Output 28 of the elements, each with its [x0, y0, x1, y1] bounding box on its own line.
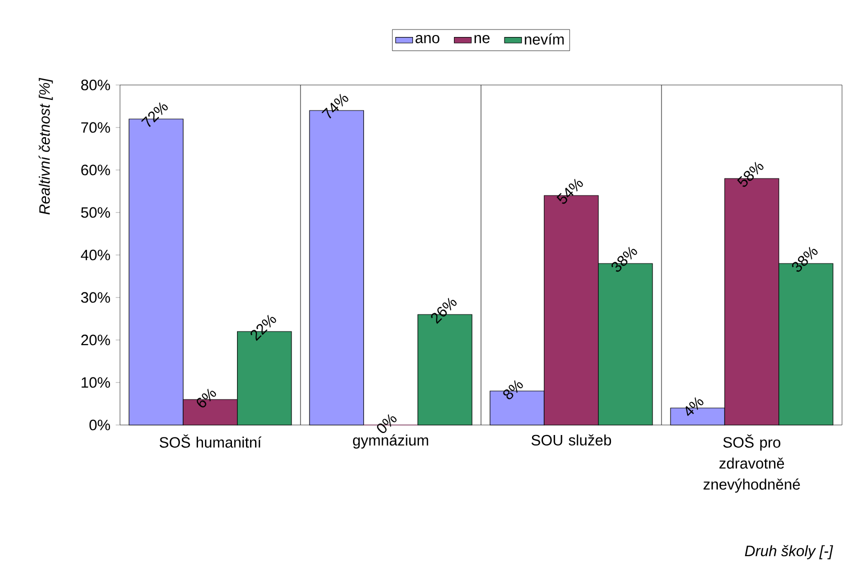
data-label: 0% — [377, 414, 397, 433]
data-label: 58% — [737, 162, 764, 187]
legend-label: ne — [474, 34, 490, 44]
x-tick-label: gymnázium — [353, 434, 428, 448]
data-label: 38% — [792, 246, 818, 272]
data-label: 6% — [196, 388, 216, 408]
y-tick-label: 0% — [89, 420, 110, 430]
y-tick-label: 80% — [81, 80, 110, 90]
y-tick-label: 40% — [80, 250, 110, 260]
x-tick-label: SOŠ humanitní — [160, 434, 262, 448]
y-tick-label: 10% — [82, 377, 110, 388]
legend-label: ano — [416, 34, 440, 44]
y-tick-label: 60% — [81, 164, 110, 176]
y-axis-title: Realtivní četnost [%] — [38, 78, 53, 214]
x-tick-label: SOU služeb — [532, 434, 612, 446]
legend-label: nevím — [524, 33, 564, 45]
data-label: 72% — [141, 102, 168, 127]
data-label: 8% — [503, 380, 523, 400]
y-tick-label: 30% — [81, 292, 110, 303]
data-label: 38% — [612, 246, 638, 272]
data-label: 54% — [556, 178, 583, 204]
data-label: 4% — [686, 397, 704, 416]
x-tick-label: SOŠ pro zdravotně znevýhodněné — [704, 434, 800, 493]
data-label: 74% — [322, 94, 348, 118]
y-tick-label: 50% — [81, 207, 110, 218]
y-tick-label: 20% — [81, 334, 110, 346]
y-tick-label: 70% — [81, 122, 110, 133]
x-axis-title: Druh školy [-] — [744, 545, 834, 560]
